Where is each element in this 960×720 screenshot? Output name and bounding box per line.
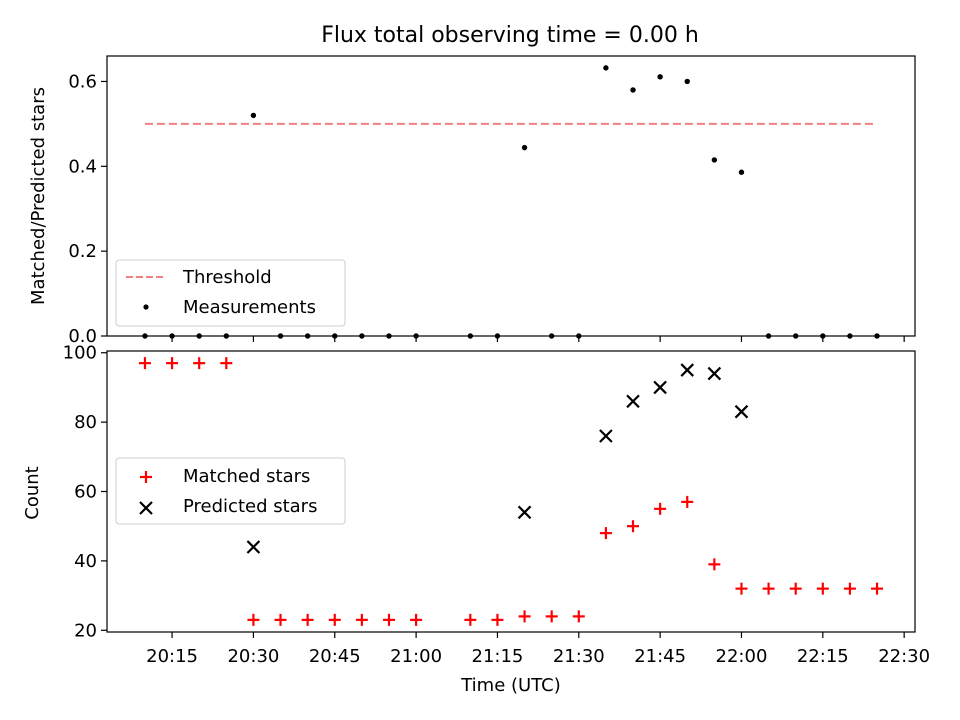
predicted-star-point (734, 404, 749, 419)
y-tick-label: 0.0 (68, 326, 97, 347)
legend-measurements-swatch (143, 304, 149, 310)
x-tick-label: 21:00 (390, 646, 442, 667)
y-tick-label: 40 (74, 551, 97, 572)
top-plot-frame (106, 55, 916, 337)
x-tick-label: 22:30 (878, 646, 930, 667)
matched-star-point (166, 357, 179, 370)
x-tick-label: 20:45 (309, 646, 361, 667)
bottom-y-axis: 20 40 60 80 100 (63, 343, 107, 641)
matched-star-point (274, 613, 287, 626)
legend-predicted-swatch (139, 501, 153, 515)
top-y-axis-label: Matched/Predicted stars (28, 87, 49, 305)
matched-star-point (762, 582, 775, 595)
measurement-point (630, 87, 636, 93)
measurement-point (521, 144, 528, 151)
bottom-series-group (138, 357, 884, 626)
matched-star-point (247, 613, 260, 626)
matched-star-point (871, 582, 884, 595)
y-tick-label: 80 (74, 412, 97, 433)
matched-star-point (328, 613, 341, 626)
x-tick-label: 20:30 (227, 646, 279, 667)
matched-star-point (355, 613, 368, 626)
matched-star-point (654, 502, 667, 515)
top-y-axis: 0.0 0.2 0.4 0.6 (68, 71, 107, 347)
matched-star-point (843, 582, 856, 595)
predicted-star-point (680, 363, 695, 377)
predicted-star-point (246, 540, 261, 554)
matched-star-point (735, 582, 748, 595)
x-tick-label: 20:15 (146, 646, 198, 667)
top-panel: Flux total observing time = 0.00 h 0.00.… (28, 23, 916, 347)
legend-matched-swatch (140, 471, 152, 483)
matched-star-point (518, 610, 531, 623)
legend-threshold-label: Threshold (182, 267, 272, 288)
x-tick-label: 22:00 (716, 646, 768, 667)
matched-star-point (572, 610, 585, 623)
y-tick-label: 0.6 (68, 71, 97, 92)
x-axis-label: Time (UTC) (460, 675, 561, 696)
matched-star-point (545, 610, 558, 623)
matched-star-point (382, 613, 395, 626)
y-tick-label: 60 (74, 482, 97, 503)
y-tick-label: 20 (74, 620, 97, 641)
x-tick-label: 21:15 (472, 646, 524, 667)
top-legend: Threshold Measurements (115, 259, 346, 327)
measurement-point (657, 74, 663, 80)
bottom-x-axis: 20:15 20:30 20:45 21:00 21:15 21:30 21:45 22:00… (146, 632, 930, 667)
measurement-point (711, 157, 718, 163)
measurement-point (250, 112, 257, 119)
predicted-star-point (599, 429, 613, 443)
top-legend-box (115, 259, 346, 327)
legend-matched-label: Matched stars (183, 466, 310, 487)
matched-star-point (491, 613, 504, 626)
bottom-legend: Matched stars Predicted stars (115, 457, 346, 525)
matched-star-point (464, 613, 477, 626)
legend-predicted-label: Predicted stars (183, 496, 317, 517)
legend-measurements-label: Measurements (183, 297, 316, 318)
y-tick-label: 0.4 (68, 156, 97, 177)
bottom-y-axis-label: Count (22, 466, 43, 519)
matched-star-point (220, 357, 233, 370)
measurement-point (684, 78, 690, 85)
matched-star-point (410, 613, 423, 626)
measurement-point (603, 65, 609, 71)
matched-star-point (193, 357, 206, 370)
matched-star-point (816, 582, 829, 595)
matched-star-point (708, 558, 721, 571)
matched-star-point (599, 527, 612, 540)
matched-star-point (789, 582, 802, 595)
matched-star-point (627, 520, 640, 533)
measurement-point (738, 169, 745, 175)
x-tick-label: 22:15 (797, 646, 849, 667)
bottom-panel: 20 40 60 80 100 20:15 20:30 20:45 21:00 21:15 21:… (22, 343, 930, 696)
matched-star-point (301, 613, 314, 626)
chart-title: Flux total observing time = 0.00 h (321, 23, 699, 48)
predicted-star-point (517, 505, 532, 520)
bottom-legend-box (115, 457, 346, 525)
y-tick-label: 100 (63, 343, 97, 364)
predicted-star-point (626, 394, 640, 409)
matched-star-point (138, 357, 151, 370)
bottom-plot-frame (106, 350, 916, 633)
predicted-star-point (653, 380, 667, 395)
x-tick-label: 21:30 (553, 646, 605, 667)
top-x-axis-ticks (171, 336, 905, 342)
x-tick-label: 21:45 (634, 646, 686, 667)
matched-star-point (681, 495, 694, 508)
predicted-star-point (707, 366, 722, 381)
y-tick-label: 0.2 (68, 241, 97, 262)
